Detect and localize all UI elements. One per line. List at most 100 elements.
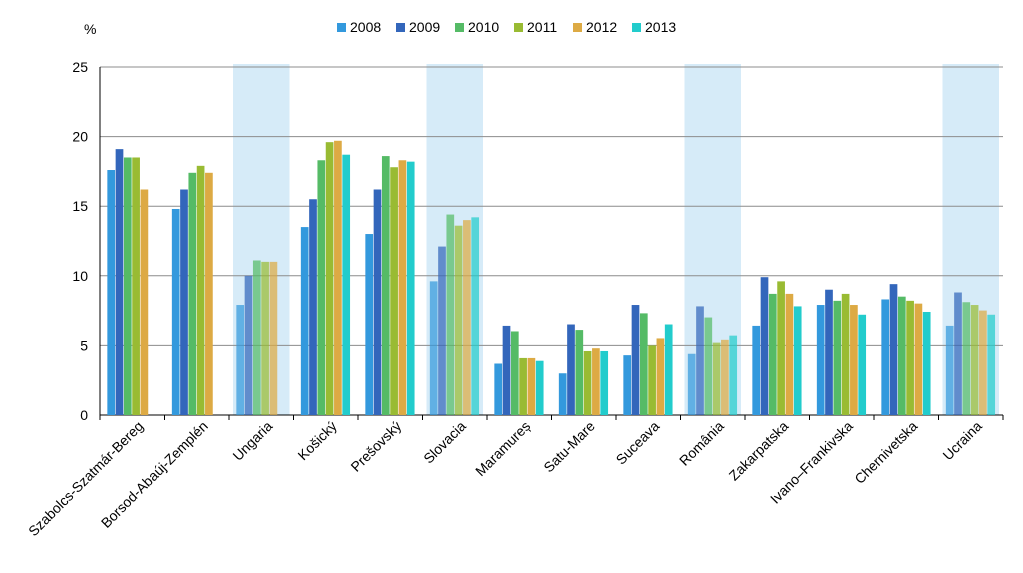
bar [406,161,415,415]
legend-swatch [337,23,346,32]
bar [712,342,721,415]
bar [889,284,898,415]
bar [752,325,761,415]
bar [816,305,825,415]
bar [785,293,794,415]
bar [970,305,979,415]
x-tick-label: Borsod-Abaúj-Zemplén [98,418,211,531]
bar [639,313,648,415]
bar [252,260,261,415]
x-tick-label: Prešovský [347,418,404,475]
legend-label: 2008 [350,19,381,35]
bar [631,305,640,415]
y-axis-label: % [84,21,96,37]
bar [180,189,188,415]
bar [729,335,738,415]
bar [623,355,632,415]
y-tick-label: 20 [72,129,88,145]
bar [188,172,197,415]
bar [768,293,777,415]
bar [793,306,802,415]
bar [463,220,471,415]
bar [334,140,342,415]
bar [381,156,390,415]
bar [825,289,833,415]
x-tick-label: Košický [294,418,339,463]
legend-swatch [396,23,405,32]
bar [600,350,609,415]
bar [471,217,480,415]
x-tick-label: Szabolcs-Szatmár-Bereg [25,418,146,539]
bar [123,157,132,416]
bar [398,160,407,415]
bar [429,281,438,415]
bar [132,157,140,416]
bar [777,281,785,415]
bar [140,189,149,415]
bar [373,189,382,415]
x-tick-label: Suceava [613,418,663,468]
bar [527,357,536,415]
bar [107,170,116,415]
bar [850,305,858,415]
bar [922,311,931,415]
bar [906,300,914,415]
legend-label: 2010 [468,19,499,35]
bar [236,305,245,415]
bar [687,353,696,415]
legend-swatch [455,23,464,32]
bar [510,331,519,415]
bar [196,165,205,415]
bar [664,324,673,415]
axes: 0 5 10 15 20 25 Szabolcs-Szatmár-BeregBorsod-A… [25,59,1004,539]
bar [325,142,334,415]
bar [390,167,398,415]
x-tick-label: Ucraina [939,418,985,464]
bar [519,357,527,415]
x-tick-label: Satu-Mare [540,418,598,476]
bar [656,338,665,415]
bar [365,234,374,415]
bar [261,261,269,415]
x-tick-label: Zakarpatska [726,418,792,484]
y-tick-label: 5 [80,337,88,353]
bar [954,292,962,415]
legend-swatch [632,23,641,32]
legend: 2008 2009 2010 2011 2012 2013 [337,19,676,35]
legend-swatch [514,23,523,32]
bar [575,330,584,415]
bar [583,350,592,415]
bar [342,154,351,416]
legend-swatch [573,23,582,32]
y-tick-label: 15 [72,198,88,214]
bar [205,172,213,415]
bar [300,227,309,415]
bar [914,303,923,415]
bar [962,302,971,415]
bar [833,300,842,415]
bar [494,363,503,415]
bar [592,348,600,415]
x-tick-label: Slovacia [420,418,469,467]
bar [648,345,656,415]
bar [760,277,769,415]
bar [987,314,996,415]
bar [269,261,278,415]
bar [317,160,326,415]
bar [696,306,704,415]
bar [841,293,850,415]
legend-label: 2012 [586,19,617,35]
bar [454,225,463,415]
x-tick-label: România [676,418,727,469]
legend-label: 2013 [645,19,676,35]
bar [567,324,575,415]
bar [446,214,455,415]
y-tick-label: 25 [72,59,88,75]
bar [171,208,180,415]
bar [558,373,567,415]
bar [115,149,124,416]
bar [721,339,729,415]
bar [535,360,544,415]
bar [897,296,906,415]
